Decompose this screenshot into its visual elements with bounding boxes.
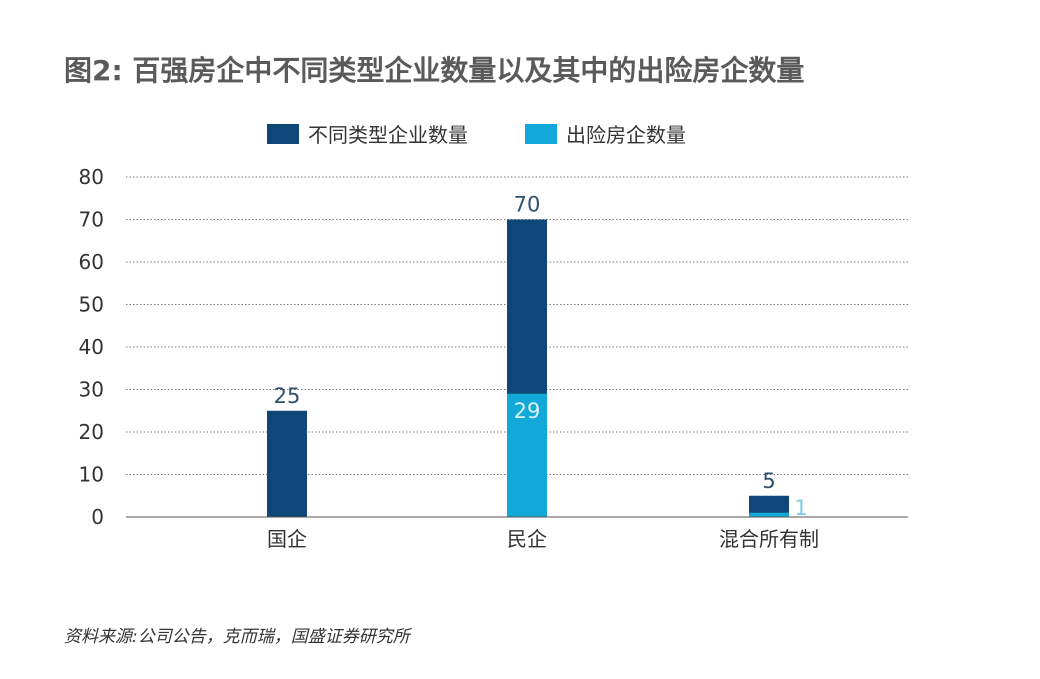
legend-swatch-0 [267,124,299,144]
bar-0-2 [749,495,789,517]
legend-label-0: 不同类型企业数量 [308,123,468,147]
gridlines [126,176,908,475]
y-tick-label: 60 [79,250,104,274]
y-tick-label: 40 [79,335,104,359]
data-label-1-1: 29 [514,399,541,423]
y-axis-ticks: 0 10 20 30 40 50 60 70 80 [79,165,104,529]
bar-1-1 [507,393,547,517]
y-tick-label: 20 [79,420,104,444]
source-note: 资料来源:公司公告，克而瑞，国盛证券研究所 [64,627,413,647]
data-labels: 25 70 29 51 [274,193,808,521]
x-axis-categories: 国企 民企 混合所有制 [267,527,819,551]
y-tick-label: 80 [79,165,104,189]
bar-0-0 [267,410,307,517]
legend: 不同类型企业数量 出险房企数量 [267,123,686,147]
data-label-0-0: 25 [274,384,301,408]
chart-title: 图2: 百强房企中不同类型企业数量以及其中的出险房企数量 [64,54,804,87]
y-tick-label: 10 [79,463,104,487]
x-category-label: 民企 [507,527,547,551]
bar-1-2 [749,512,789,517]
y-tick-label: 30 [79,378,104,402]
x-category-label: 国企 [267,527,307,551]
data-label-1-2: 1 [794,496,807,520]
y-tick-label: 50 [79,293,104,317]
legend-swatch-1 [525,124,557,144]
y-tick-label: 70 [79,208,104,232]
data-label-0-1: 70 [514,193,541,217]
data-label-0-2: 5 [762,469,775,493]
y-tick-label: 0 [91,505,104,529]
legend-label-1: 出险房企数量 [566,123,686,147]
bars [267,219,789,517]
x-category-label: 混合所有制 [719,527,819,551]
